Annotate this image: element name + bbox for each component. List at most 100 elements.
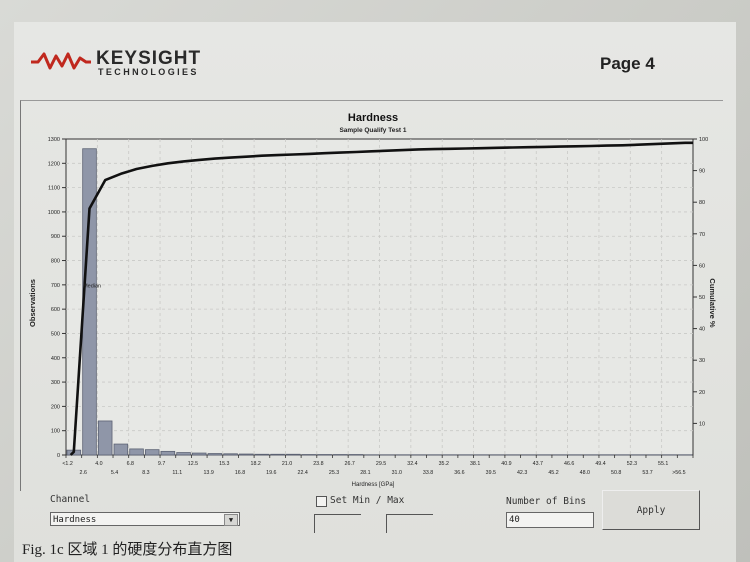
- y2-tick-label: 90: [699, 169, 705, 175]
- y-tick-label: 400: [51, 356, 60, 362]
- x-tick-label-upper: 35.2: [439, 461, 449, 467]
- x-axis-label: Hardness [GPa]: [352, 482, 395, 488]
- logo-wordmark: KEYSIGHT: [96, 48, 202, 69]
- x-tick-label-lower: 50.8: [611, 470, 621, 476]
- x-tick-label-upper: 6.8: [127, 461, 134, 467]
- y-tick-label: 700: [51, 283, 60, 289]
- x-tick-label-upper: 4.0: [95, 461, 102, 467]
- y-tick-label: 1200: [48, 161, 60, 167]
- dropdown-arrow-icon[interactable]: ▼: [224, 514, 238, 526]
- y2-tick-label: 60: [699, 263, 705, 269]
- set-min-max-label: Set Min / Max: [330, 495, 405, 506]
- histogram-bar[interactable]: [239, 453, 254, 456]
- channel-select[interactable]: Hardness ▼: [50, 512, 240, 526]
- x-tick-label-lower: 31.0: [392, 470, 402, 476]
- x-tick-label-lower: 5.4: [111, 470, 118, 476]
- page-number: Page 4: [600, 54, 655, 73]
- histogram-bar[interactable]: [97, 420, 113, 456]
- x-tick-label-upper: <1.2: [62, 461, 73, 467]
- y-tick-label: 100: [51, 429, 60, 435]
- x-tick-label-upper: 43.7: [533, 461, 543, 467]
- x-tick-label-lower: 28.1: [360, 470, 370, 476]
- x-tick-label-upper: 9.7: [158, 461, 165, 467]
- y2-tick-label: 40: [699, 327, 705, 333]
- x-tick-label-lower: 25.3: [329, 470, 339, 476]
- x-tick-label-lower: 8.3: [142, 470, 149, 476]
- y-tick-label: 800: [51, 259, 60, 265]
- y2-tick-label: 50: [699, 295, 705, 301]
- histogram-bar[interactable]: [207, 453, 223, 456]
- set-min-max-checkbox[interactable]: [316, 496, 327, 507]
- histogram-panel: Hardness Sample Qualify Test 1 Observati…: [20, 100, 723, 491]
- histogram-bar[interactable]: [160, 450, 176, 456]
- histogram-bar[interactable]: [254, 453, 270, 456]
- keysight-wave-icon: [31, 52, 91, 70]
- bins-input[interactable]: 40: [506, 512, 594, 528]
- x-tick-label-upper: 52.3: [627, 461, 637, 467]
- x-tick-label-upper: 26.7: [345, 461, 355, 467]
- y-tick-label: 0: [57, 453, 60, 459]
- y-tick-label: 600: [51, 307, 60, 313]
- keysight-logo: KEYSIGHT TECHNOLOGIES: [30, 46, 240, 82]
- y2-tick-label: 10: [699, 421, 705, 427]
- y-tick-label: 500: [51, 331, 60, 337]
- x-tick-label-upper: 12.5: [188, 461, 198, 467]
- median-marker-label: Median: [83, 284, 101, 290]
- x-tick-label-lower: 2.6: [80, 470, 87, 476]
- x-tick-label-upper: 49.4: [595, 461, 605, 467]
- histogram-bar[interactable]: [270, 453, 285, 456]
- x-tick-label-upper: 29.5: [376, 461, 386, 467]
- logo-subtitle: TECHNOLOGIES: [98, 67, 199, 77]
- y-tick-label: 1300: [48, 137, 60, 143]
- histogram-bar[interactable]: [191, 452, 207, 456]
- x-tick-label-lower: 39.5: [486, 470, 496, 476]
- apply-button-label: Apply: [636, 505, 666, 516]
- histogram-controls: Channel Hardness ▼ Set Min / Max Number …: [40, 490, 720, 533]
- y-tick-label: 300: [51, 380, 60, 386]
- bins-input-value: 40: [509, 515, 520, 525]
- y-axis-label: Observations: [28, 279, 37, 327]
- x-tick-label-upper: 55.1: [658, 461, 668, 467]
- x-tick-label-lower: 45.2: [548, 470, 558, 476]
- x-tick-label-lower: 53.7: [642, 470, 652, 476]
- bins-label: Number of Bins: [506, 496, 587, 507]
- x-tick-label-lower: 13.9: [203, 470, 213, 476]
- x-tick-label-upper: 46.6: [564, 461, 574, 467]
- y2-tick-label: 100: [699, 137, 708, 143]
- y2-tick-label: 20: [699, 390, 705, 396]
- histogram-bar[interactable]: [286, 453, 301, 456]
- histogram-bar[interactable]: [176, 452, 191, 456]
- cumulative-curve: [69, 141, 693, 456]
- y2-tick-label: 80: [699, 200, 705, 206]
- y2-tick-label: 70: [699, 232, 705, 238]
- channel-select-value: Hardness: [53, 515, 97, 525]
- figure-caption: Fig. 1c 区域 1 的硬度分布直方图: [22, 542, 233, 558]
- y-tick-label: 200: [51, 404, 60, 410]
- histogram-bar[interactable]: [113, 443, 129, 456]
- apply-button[interactable]: Apply: [602, 490, 700, 530]
- histogram-bar[interactable]: [144, 449, 160, 456]
- y2-tick-label: 30: [699, 358, 705, 364]
- y-tick-label: 1100: [48, 186, 60, 192]
- x-tick-label-upper: 38.1: [470, 461, 480, 467]
- x-tick-label-upper: 32.4: [407, 461, 417, 467]
- x-tick-label-upper: 18.2: [251, 461, 261, 467]
- x-tick-label-upper: 40.9: [501, 461, 511, 467]
- x-tick-label-upper: 15.3: [219, 461, 229, 467]
- y2-axis-label: Cumulative %: [708, 278, 717, 328]
- y-tick-label: 900: [51, 234, 60, 240]
- histogram-bar[interactable]: [223, 453, 238, 456]
- hardness-histogram: Hardness Sample Qualify Test 1 Observati…: [28, 112, 717, 488]
- channel-label: Channel: [50, 494, 91, 505]
- x-tick-label-lower: 36.6: [454, 470, 464, 476]
- x-tick-label-lower: 33.8: [423, 470, 433, 476]
- chart-subtitle: Sample Qualify Test 1: [339, 127, 406, 134]
- x-tick-label-lower: 22.4: [298, 470, 308, 476]
- y-tick-label: 1000: [48, 210, 60, 216]
- x-tick-label-lower: 19.6: [266, 470, 276, 476]
- max-field[interactable]: [386, 514, 433, 533]
- histogram-bar[interactable]: [129, 448, 144, 456]
- x-tick-label-lower: 48.0: [580, 470, 590, 476]
- min-field[interactable]: [314, 514, 361, 533]
- x-tick-label-lower: 42.3: [517, 470, 527, 476]
